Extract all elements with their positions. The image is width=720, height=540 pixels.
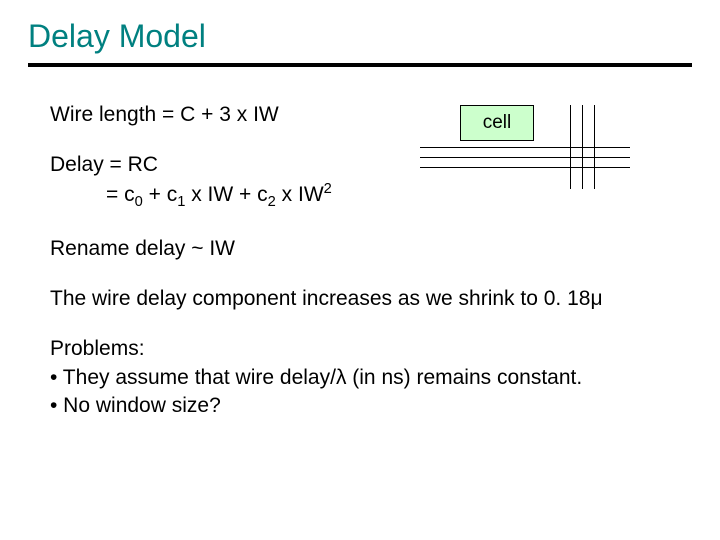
problems-bullet-1: • They assume that wire delay/λ (in ns) … — [50, 364, 692, 392]
wire-length-equation: Wire length = C + 3 x IW — [50, 95, 279, 129]
cell-box: cell — [460, 105, 534, 141]
grid-hline — [420, 167, 630, 168]
sub: 0 — [135, 194, 143, 210]
grid-hline — [420, 157, 630, 158]
wire-delay-text: The wire delay component increases as we… — [50, 285, 692, 313]
sub: 2 — [268, 194, 276, 210]
txt: + c — [143, 183, 177, 206]
txt: The wire delay component increases as we… — [50, 287, 590, 310]
txt: x IW + c — [185, 183, 267, 206]
rename-line: Rename delay ~ IW — [50, 235, 692, 263]
cell-diagram: cell — [420, 105, 640, 195]
title-underline — [28, 63, 692, 67]
grid-vline — [582, 105, 583, 189]
lambda-symbol: λ — [336, 366, 347, 389]
sup: 2 — [324, 181, 332, 197]
problems-block: Problems: • They assume that wire delay/… — [50, 335, 692, 420]
grid-hline — [420, 147, 630, 148]
txt: x IW — [276, 183, 324, 206]
txt: = c — [106, 183, 135, 206]
problems-bullet-2: • No window size? — [50, 392, 692, 420]
txt: (in ns) remains constant. — [346, 366, 582, 389]
cell-label: cell — [483, 112, 512, 134]
problems-heading: Problems: — [50, 335, 692, 363]
mu-symbol: μ — [590, 287, 602, 310]
grid-vline — [570, 105, 571, 189]
grid-vline — [594, 105, 595, 189]
slide-title: Delay Model — [28, 18, 692, 55]
txt: • They assume that wire delay/ — [50, 366, 336, 389]
